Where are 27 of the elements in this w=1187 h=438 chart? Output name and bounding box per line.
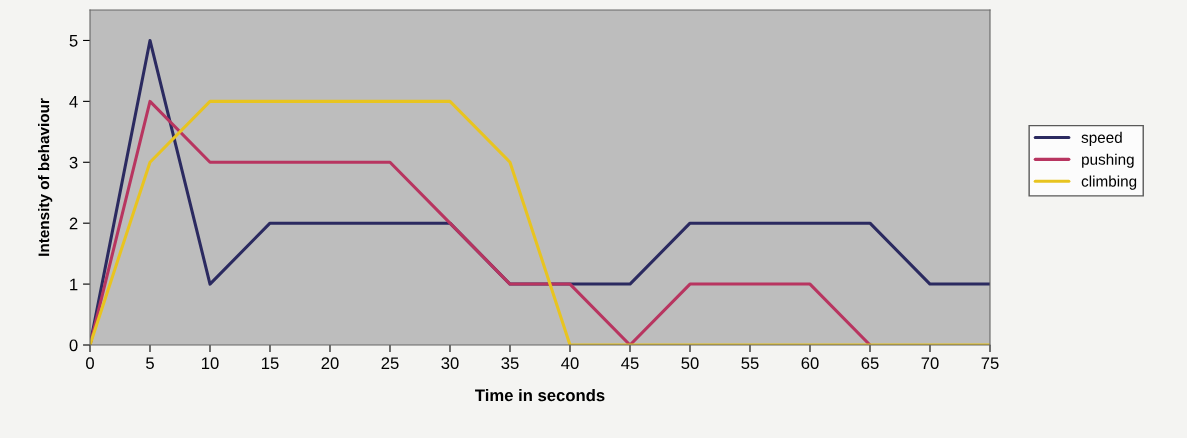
x-tick-label: 40 bbox=[561, 357, 579, 370]
y-tick-label: 2 bbox=[69, 217, 78, 230]
y-tick-label: 4 bbox=[69, 95, 78, 108]
x-tick-label: 60 bbox=[801, 357, 819, 370]
y-tick-label: 1 bbox=[70, 278, 78, 291]
legend-label: climbing bbox=[1081, 175, 1137, 190]
x-tick-label: 50 bbox=[681, 357, 699, 370]
x-tick-label: 10 bbox=[202, 357, 219, 370]
x-tick-label: 25 bbox=[381, 357, 399, 370]
y-axis-title: Intensity of behaviour bbox=[38, 98, 53, 256]
x-tick-label: 15 bbox=[262, 357, 279, 370]
legend-label: speed bbox=[1081, 131, 1122, 146]
x-tick-label: 75 bbox=[981, 357, 999, 370]
x-tick-label: 30 bbox=[441, 357, 459, 370]
x-tick-label: 70 bbox=[921, 357, 939, 370]
x-tick-label: 35 bbox=[501, 357, 519, 370]
y-tick-label: 0 bbox=[69, 339, 78, 352]
y-tick-label: 5 bbox=[69, 35, 78, 47]
x-tick-label: 45 bbox=[621, 357, 639, 370]
x-tick-label: 55 bbox=[741, 357, 759, 370]
legend-label: pushing bbox=[1082, 153, 1134, 168]
x-tick-label: 5 bbox=[146, 357, 154, 370]
x-tick-label: 20 bbox=[321, 357, 339, 370]
x-axis-title: Time in seconds bbox=[475, 389, 605, 402]
x-tick-label: 0 bbox=[86, 357, 94, 370]
y-tick-label: 3 bbox=[69, 156, 78, 169]
x-tick-label: 65 bbox=[861, 357, 879, 370]
